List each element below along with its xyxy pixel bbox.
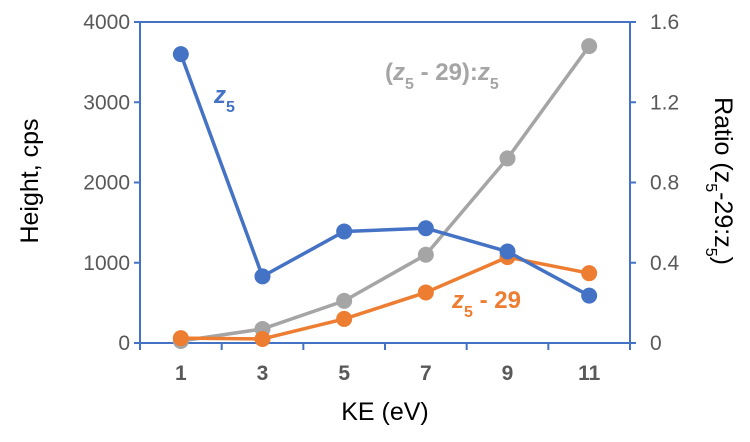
x-tick-label: 3 (257, 362, 269, 385)
y-tick-label: 4000 (83, 11, 130, 34)
y2-tick-label: 0.8 (650, 172, 679, 195)
x-tick-label: 1 (175, 362, 187, 385)
y-tick-label: 0 (118, 332, 130, 355)
x-tick-label: 7 (420, 362, 432, 385)
data-point-z5 (499, 243, 516, 260)
y2-axis-title: Ratio (z5-29:z5) (703, 97, 738, 265)
data-point-z5 (417, 220, 434, 237)
y2-tick-label: 0.4 (650, 252, 680, 275)
series-line-z5-29-z5 (180, 45, 591, 343)
data-point-z5 (336, 223, 353, 240)
x-axis-title: KE (eV) (341, 398, 429, 426)
series-line-z5 (179, 53, 590, 298)
y-tick-label: 3000 (83, 91, 130, 114)
data-point-z5-29 (417, 284, 434, 301)
y2-tick-labels: 0 0.4 0.8 1.2 1.6 (630, 11, 680, 355)
data-point-z5-29 (336, 310, 353, 327)
y-axis-title: Height, cps (16, 118, 44, 243)
data-point-z5-29-z5 (417, 246, 434, 263)
data-point-z5 (172, 46, 189, 63)
data-point-z5 (581, 287, 598, 304)
series-label-z5-minus-29: z5 - 29 (451, 287, 521, 321)
data-point-z5 (254, 268, 271, 285)
y2-tick-label: 1.2 (650, 91, 679, 114)
data-point-z5-29 (581, 265, 598, 282)
data-point-z5-29-z5 (581, 38, 598, 55)
data-point-z5-29 (172, 330, 189, 347)
data-point-z5-29 (254, 330, 271, 347)
y-tick-label: 1000 (83, 252, 130, 275)
series-line-z5-29 (180, 255, 590, 341)
data-point-z5-29-z5 (336, 292, 353, 309)
x-tick-labels: 1 3 5 7 9 11 (139, 343, 631, 385)
series-label-ratio: (z5 - 29):z5 (385, 59, 499, 93)
y2-tick-label: 1.6 (650, 11, 679, 34)
x-tick-label: 11 (578, 362, 601, 385)
series-label-z5: z5 (213, 82, 235, 116)
x-tick-label: 9 (502, 362, 514, 385)
y2-tick-label: 0 (650, 332, 662, 355)
y-tick-labels: 0 1000 2000 3000 4000 (83, 11, 140, 355)
y-tick-label: 2000 (83, 172, 130, 195)
data-point-z5-29-z5 (499, 150, 516, 167)
x-tick-label: 5 (338, 362, 350, 385)
series-layer (172, 38, 598, 349)
